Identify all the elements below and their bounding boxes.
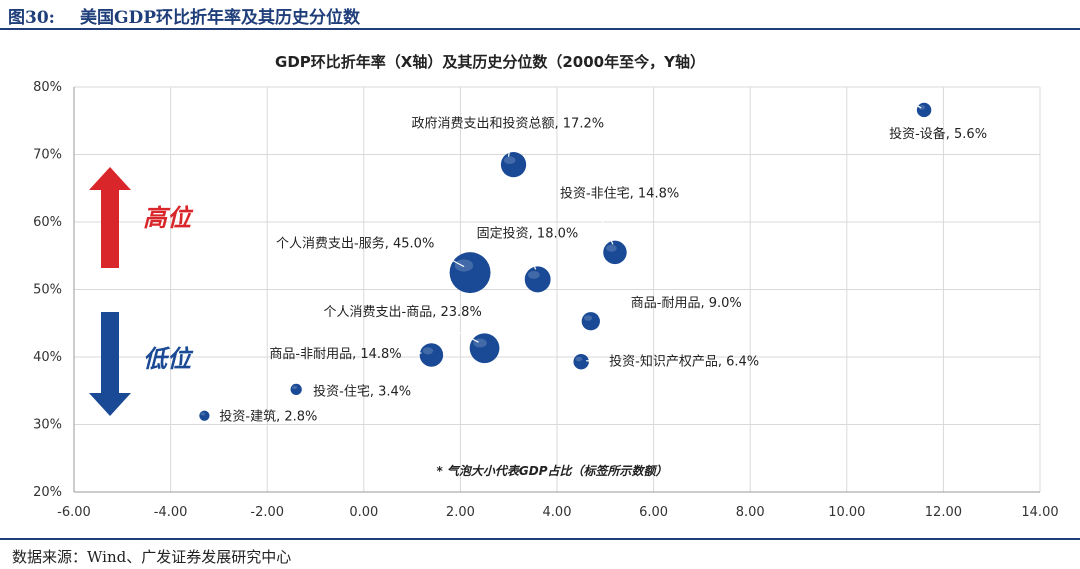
bubble	[469, 333, 500, 364]
bubble-point: 商品-非耐用品, 14.8%	[269, 343, 444, 367]
point-label: 个人消费支出-商品, 23.8%	[324, 305, 482, 320]
bubble	[573, 354, 589, 370]
y-tick-label: 40%	[33, 350, 62, 365]
bubble-point: 固定投资, 18.0%	[477, 225, 579, 293]
point-label: 投资-住宅, 3.4%	[313, 383, 411, 399]
y-tick-label: 60%	[33, 215, 62, 230]
leader-line	[403, 352, 422, 355]
bubble-point: 个人消费支出-服务, 45.0%	[276, 236, 491, 294]
x-tick-label: 4.00	[543, 505, 572, 520]
x-tick-label: 8.00	[736, 505, 765, 520]
up-arrow-icon	[89, 167, 131, 268]
x-tick-label: -4.00	[154, 505, 188, 520]
y-tick-label: 50%	[33, 283, 62, 298]
point-label: 投资-知识产权产品, 6.4%	[609, 354, 759, 370]
leader-line	[598, 302, 626, 318]
bubble	[603, 240, 627, 265]
x-tick-label: 10.00	[828, 505, 865, 520]
leader-line	[913, 103, 922, 109]
bubble-point: 投资-住宅, 3.4%	[290, 383, 411, 399]
axes: 20% 30% 40% 50% 60% 70% 80% -6.00 -4.00 -2.00 0.00…	[33, 80, 1059, 520]
bubble-highlight	[527, 270, 540, 279]
bubble-highlight	[454, 259, 474, 272]
point-label: 商品-耐用品, 9.0%	[631, 296, 742, 311]
x-tick-label: 12.00	[925, 505, 962, 520]
point-label: 商品-非耐用品, 14.8%	[269, 347, 401, 362]
bubble-highlight	[583, 315, 593, 321]
bubble-point: 投资-知识产权产品, 6.4%	[573, 354, 759, 370]
bubble-highlight	[200, 412, 206, 416]
bubble-point: 个人消费支出-商品, 23.8%	[324, 305, 500, 364]
leader-line	[440, 321, 479, 343]
point-label: 投资-非住宅, 14.8%	[560, 185, 679, 201]
bubble-point: 投资-设备, 5.6%	[889, 102, 987, 142]
bubble	[419, 343, 444, 367]
y-tick-label: 30%	[33, 418, 62, 433]
y-tick-label: 20%	[33, 485, 62, 500]
x-tick-label: -2.00	[250, 505, 284, 520]
figure-title: 美国GDP环比折年率及其历史分位数	[80, 8, 361, 28]
bubble	[290, 383, 302, 396]
leader-line	[525, 245, 537, 270]
bubble-highlight	[575, 356, 583, 362]
high-label: 高位	[143, 204, 194, 232]
bubble	[524, 266, 551, 293]
point-label: 个人消费支出-服务, 45.0%	[276, 236, 434, 252]
low-arrow: 低位	[89, 312, 194, 416]
bubble-highlight	[291, 385, 298, 390]
x-tick-label: 6.00	[639, 505, 668, 520]
leader-line	[586, 360, 606, 363]
figure-header: 图30: 美国GDP环比折年率及其历史分位数	[0, 0, 1080, 30]
bubble-highlight	[504, 156, 516, 164]
bubble	[916, 102, 932, 118]
leader-line	[433, 250, 465, 268]
chart-note: * 气泡大小代表GDP占比（标签所示数额）	[436, 464, 667, 478]
bubble	[581, 312, 600, 331]
x-tick-label: 2.00	[446, 505, 475, 520]
high-arrow: 高位	[89, 167, 194, 268]
y-tick-label: 70%	[33, 148, 62, 163]
bubble-point: 投资-非住宅, 14.8%	[560, 185, 679, 265]
bubble-point: 商品-耐用品, 9.0%	[581, 296, 742, 331]
bubble-chart: GDP环比折年率（X轴）及其历史分位数（2000年至今，Y轴） 20% 30% 40…	[33, 53, 1059, 520]
point-label: 投资-设备, 5.6%	[889, 126, 987, 142]
bubble-highlight	[606, 244, 617, 252]
bubble	[199, 410, 210, 421]
low-label: 低位	[143, 345, 194, 373]
bubble-point: 投资-建筑, 2.8%	[199, 409, 317, 425]
leader-line	[507, 138, 513, 157]
point-label: 政府消费支出和投资总额, 17.2%	[412, 116, 605, 132]
data-points: 政府消费支出和投资总额, 17.2% 投资-设备, 5.6% 投资-非住宅, 14.…	[199, 102, 987, 425]
y-tick-label: 80%	[33, 80, 62, 95]
down-arrow-icon	[89, 312, 131, 416]
bubble-highlight	[422, 347, 434, 355]
point-label: 投资-建筑, 2.8%	[219, 409, 317, 425]
figure-footer: 数据来源：Wind、广发证券发展研究中心	[0, 538, 1080, 569]
gridlines	[73, 86, 1041, 493]
x-tick-label: -6.00	[57, 505, 91, 520]
point-label: 固定投资, 18.0%	[477, 225, 579, 241]
x-tick-label: 14.00	[1021, 505, 1058, 520]
bubble-point: 政府消费支出和投资总额, 17.2%	[412, 116, 605, 178]
bubble	[500, 151, 527, 178]
source-note: 数据来源：Wind、广发证券发展研究中心	[12, 548, 292, 566]
figure-number: 图30:	[8, 8, 55, 28]
bubble-highlight	[918, 105, 926, 110]
leader-line	[600, 218, 614, 245]
chart-title: GDP环比折年率（X轴）及其历史分位数（2000年至今，Y轴）	[275, 53, 705, 71]
x-tick-label: 0.00	[349, 505, 378, 520]
bubble	[449, 252, 491, 294]
